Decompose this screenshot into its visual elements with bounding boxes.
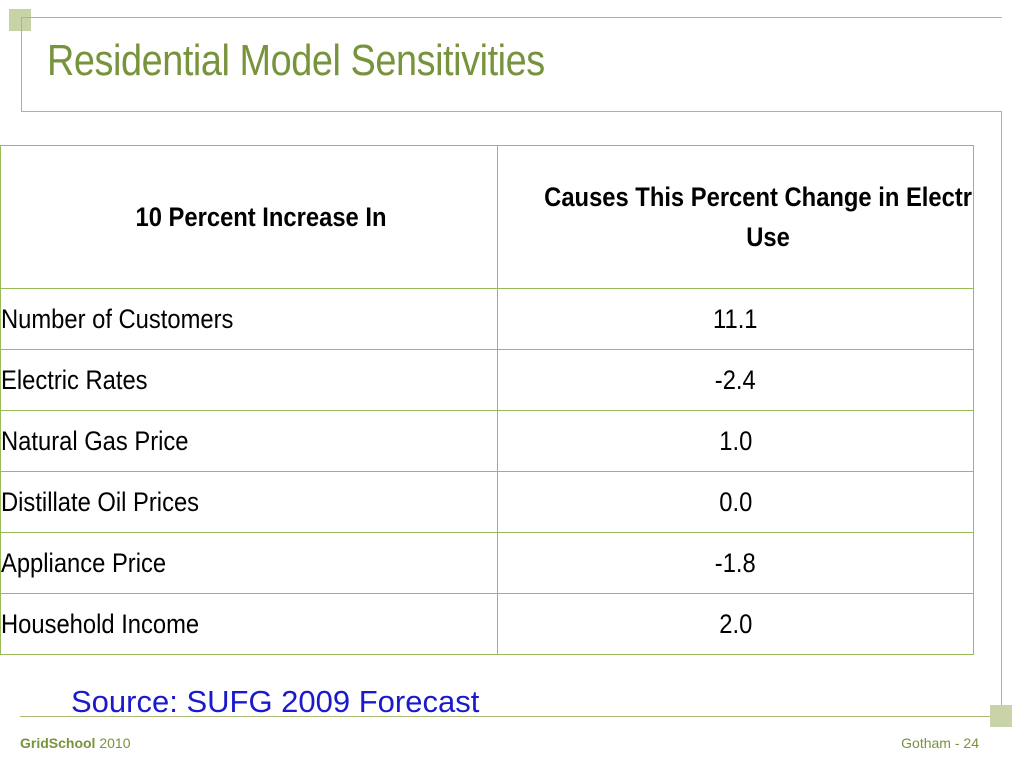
row-label: Distillate Oil Prices <box>0 471 498 533</box>
bottom-right-corner-square <box>990 705 1012 727</box>
top-left-corner-square <box>9 9 31 31</box>
row-value: 2.0 <box>497 593 974 655</box>
title-frame-left-line <box>21 17 22 112</box>
source-note: Source: SUFG 2009 Forecast <box>71 684 480 719</box>
row-value: -1.8 <box>497 532 974 594</box>
row-label: Appliance Price <box>0 532 498 594</box>
table-row: Natural Gas Price 1.0 <box>0 410 974 472</box>
table-header-row: 10 Percent Increase In Causes This Perce… <box>0 145 974 289</box>
footer-page-number: Gotham - 24 <box>901 735 979 751</box>
row-value: 0.0 <box>497 471 974 533</box>
footer-year: 2010 <box>99 735 131 751</box>
row-label: Natural Gas Price <box>0 410 498 472</box>
title-frame-top-line <box>21 17 1002 18</box>
table-row: Distillate Oil Prices 0.0 <box>0 471 974 533</box>
row-value: -2.4 <box>497 349 974 411</box>
table-row: Household Income 2.0 <box>0 593 974 655</box>
row-value: 1.0 <box>497 410 974 472</box>
row-value: 11.1 <box>497 288 974 350</box>
footer-divider-line <box>20 716 1002 717</box>
row-label: Number of Customers <box>0 288 498 350</box>
row-label: Electric Rates <box>0 349 498 411</box>
table-row: Electric Rates -2.4 <box>0 349 974 411</box>
column-header-change: Causes This Percent Change in Electric U… <box>497 145 974 289</box>
footer-brand-name: GridSchool <box>20 735 96 751</box>
slide-title: Residential Model Sensitivities <box>47 36 545 85</box>
content-frame-right-line <box>1001 111 1002 716</box>
column-header-increase: 10 Percent Increase In <box>0 145 498 289</box>
title-frame-bottom-line <box>21 111 1002 112</box>
row-label: Household Income <box>0 593 498 655</box>
table-row: Appliance Price -1.8 <box>0 532 974 594</box>
footer-brand: GridSchool 2010 <box>20 735 131 751</box>
table-row: Number of Customers 11.1 <box>0 288 974 350</box>
sensitivity-table: 10 Percent Increase In Causes This Perce… <box>0 145 974 655</box>
